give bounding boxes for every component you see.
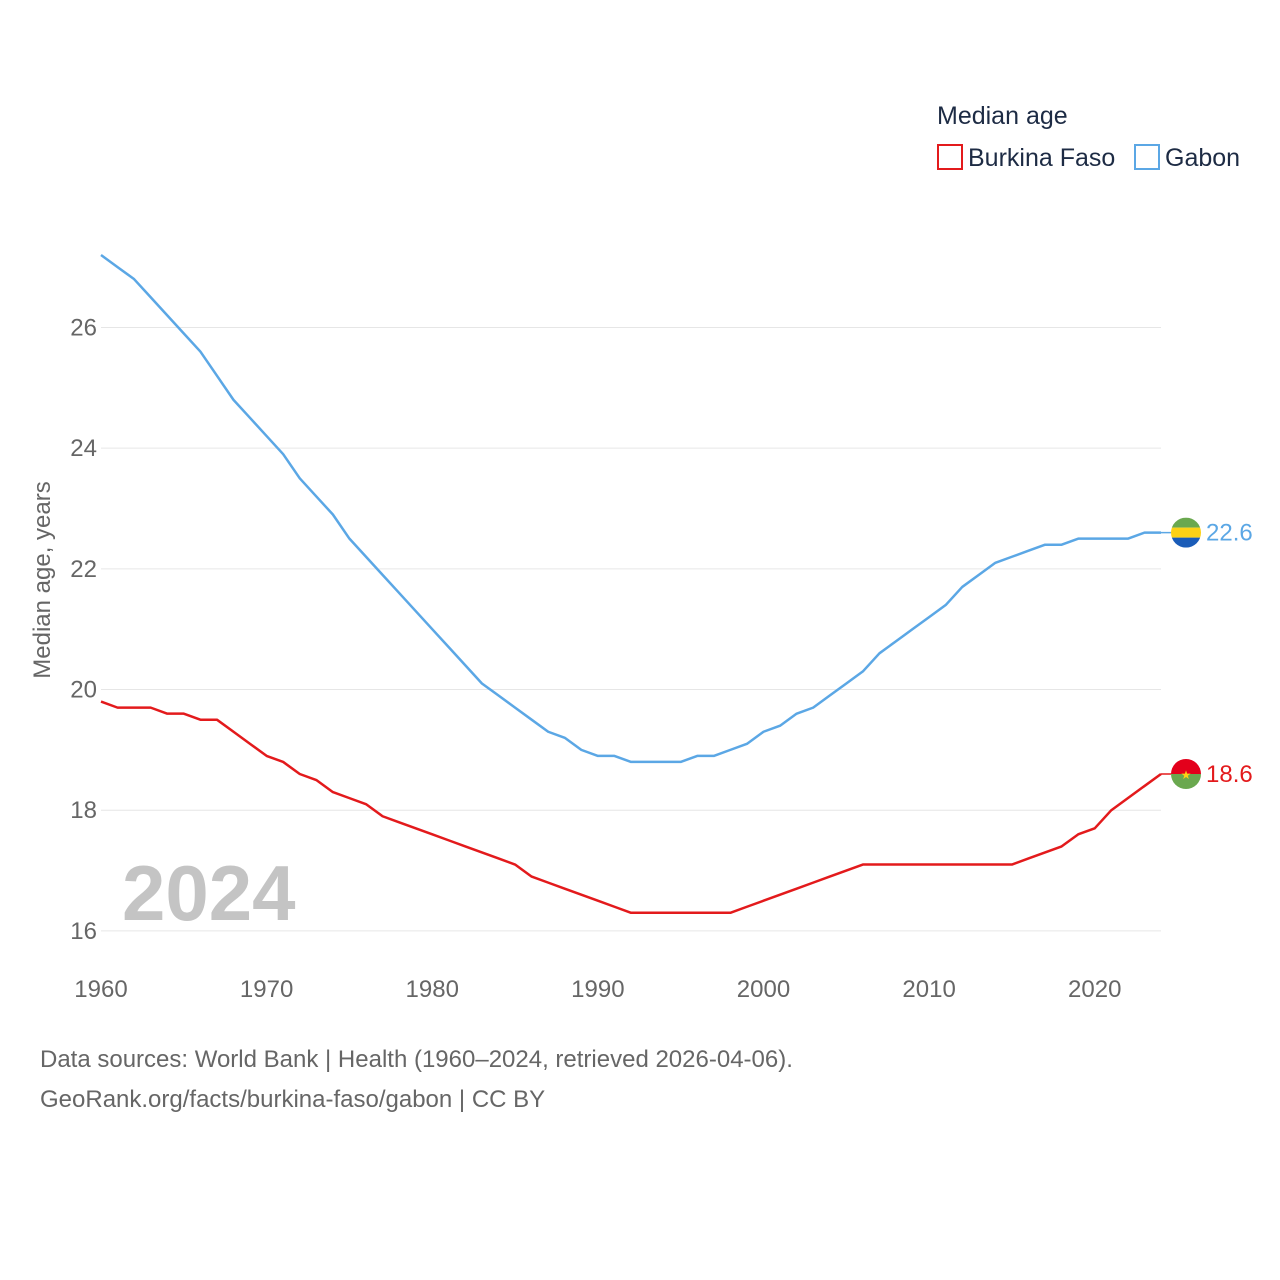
- attribution-link[interactable]: GeoRank.org/facts/burkina-faso/gabon | C…: [40, 1086, 546, 1113]
- x-tick-2020: 2020: [1068, 976, 1121, 1003]
- data-source-text: Data sources: World Bank | Health (1960–…: [40, 1046, 793, 1073]
- series-line-burkina-faso[interactable]: [100, 700, 1162, 915]
- year-watermark: 2024: [122, 849, 296, 937]
- y-tick-18: 18: [70, 797, 97, 824]
- legend-label-burkina-faso: Burkina Faso: [968, 144, 1115, 172]
- series-end-markers: ★ 18.6 22.6: [1161, 517, 1253, 789]
- y-tick-24: 24: [70, 435, 97, 462]
- burkina-faso-flag-icon: ★: [1171, 759, 1201, 789]
- x-tick-1990: 1990: [571, 976, 624, 1003]
- x-tick-1960: 1960: [74, 976, 127, 1003]
- x-tick-1970: 1970: [240, 976, 293, 1003]
- legend-item-burkina-faso[interactable]: Burkina Faso: [937, 144, 1115, 172]
- y-tick-20: 20: [70, 677, 97, 704]
- x-tick-2010: 2010: [902, 976, 955, 1003]
- y-tick-22: 22: [70, 556, 97, 583]
- legend-title: Median age: [937, 102, 1068, 130]
- footer: Data sources: World Bank | Health (1960–…: [40, 1040, 793, 1120]
- x-tick-1980: 1980: [406, 976, 459, 1003]
- gabon-flag-icon: [1171, 517, 1201, 548]
- legend-swatch-gabon: [1134, 144, 1160, 170]
- y-tick-16: 16: [70, 918, 97, 945]
- series-lines: [100, 254, 1162, 915]
- legend-label-gabon: Gabon: [1165, 144, 1240, 172]
- y-axis-label: Median age, years: [29, 481, 56, 678]
- legend-swatch-burkina-faso: [937, 144, 963, 170]
- end-label-burkina-faso: 18.6: [1206, 761, 1253, 788]
- series-line-gabon[interactable]: [100, 254, 1161, 764]
- legend-item-gabon[interactable]: Gabon: [1134, 144, 1240, 172]
- x-tick-2000: 2000: [737, 976, 790, 1003]
- y-tick-26: 26: [70, 314, 97, 341]
- x-axis-ticks: 1960 1970 1980 1990 2000 2010 2020: [74, 976, 1121, 1003]
- legend: Median age Burkina Faso Gabon: [937, 102, 1240, 172]
- end-label-gabon: 22.6: [1206, 520, 1253, 547]
- gridlines: [101, 326, 1161, 932]
- flag-star-icon: ★: [1181, 768, 1192, 782]
- y-axis-ticks: 16 18 20 22 24 26: [70, 314, 97, 944]
